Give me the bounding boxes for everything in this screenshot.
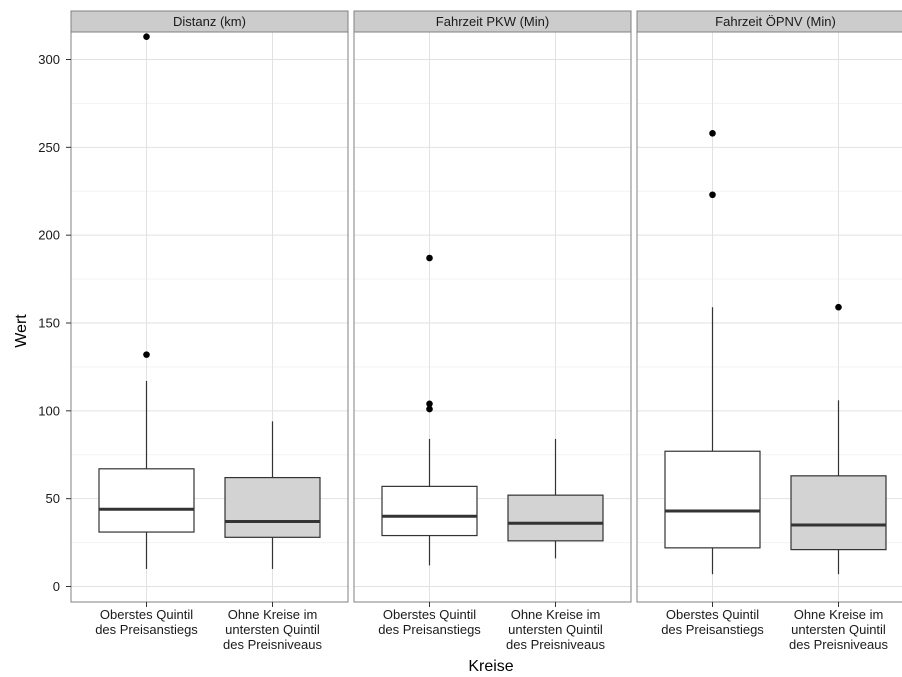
outlier-point [709, 191, 716, 199]
outlier-point [709, 129, 716, 137]
boxplot-box [664, 129, 761, 575]
x-tick-label: Oberstes Quintil des Preisanstiegs [378, 607, 481, 637]
y-tick-label: 50 [46, 491, 60, 506]
x-tick-label: Ohne Kreise im untersten Quintil des Preis… [223, 607, 322, 652]
box-iqr [664, 450, 761, 549]
y-tick-label: 300 [38, 52, 60, 67]
facet-strip-title: Distanz (km) [173, 14, 246, 29]
outlier-point [143, 351, 150, 358]
x-tick-label-line: untersten Quintil [225, 622, 320, 637]
facet-panel: Fahrzeit PKW (Min)Oberstes Quintil des Pr… [353, 10, 632, 652]
y-axis-title: Wert [13, 314, 30, 348]
panel-border [70, 31, 349, 603]
outlier-point [143, 33, 150, 40]
x-tick-label-line: Oberstes Quintil [383, 607, 476, 622]
box-iqr [98, 468, 195, 533]
y-tick-label: 0 [53, 579, 60, 594]
x-tick-label-line: Ohne Kreise im [228, 607, 318, 622]
y-tick-label: 250 [38, 140, 60, 155]
boxplot-box [790, 303, 887, 575]
x-tick-label-line: des Preisanstiegs [378, 622, 481, 637]
facet-strip-title: Fahrzeit ÖPNV (Min) [715, 14, 836, 29]
x-tick-label-line: Oberstes Quintil [666, 607, 759, 622]
outlier-point [835, 303, 842, 311]
x-tick-label: Oberstes Quintil des Preisanstiegs [661, 607, 764, 637]
y-tick-label: 100 [38, 403, 60, 418]
x-tick-label-line: untersten Quintil [508, 622, 603, 637]
outlier-point [426, 400, 433, 408]
y-tick-label: 150 [38, 316, 60, 331]
x-tick-label-line: des Preisniveaus [506, 637, 605, 652]
panels-layer: Distanz (km)Oberstes Quintil des Preisans… [70, 10, 902, 652]
x-tick-label-line: des Preisanstiegs [661, 622, 764, 637]
y-axis: 0 50 100 150 200 250 300 [38, 52, 71, 594]
boxplot-box [98, 33, 195, 569]
x-tick-label-line: Ohne Kreise im [511, 607, 601, 622]
x-tick-label-line: untersten Quintil [791, 622, 886, 637]
boxplot-box [224, 421, 321, 569]
box-iqr [224, 476, 321, 538]
box-iqr [790, 475, 887, 551]
x-tick-label: Oberstes Quintil des Preisanstiegs [95, 607, 198, 637]
outlier-point [426, 254, 433, 262]
facet-panel: Distanz (km) Oberstes Quintil des Preisans… [70, 10, 349, 652]
outlier-point [426, 405, 433, 413]
x-tick-label-line: Ohne Kreise im [794, 607, 884, 622]
x-tick-label-line: des Preisniveaus [223, 637, 322, 652]
box-iqr [381, 485, 478, 537]
x-tick-label: Ohne Kreise im untersten Quintil des Preis… [506, 607, 605, 652]
x-tick-label-line: Oberstes Quintil [100, 607, 193, 622]
panel-border [353, 31, 632, 603]
y-tick-label: 200 [38, 228, 60, 243]
boxplot-box [381, 254, 478, 566]
x-axis-title: Kreise [468, 658, 513, 675]
x-tick-label: Ohne Kreise im untersten Quintil des Preis… [789, 607, 888, 652]
x-tick-label-line: des Preisniveaus [789, 637, 888, 652]
box-iqr [507, 494, 604, 542]
facet-strip-title: Fahrzeit PKW (Min) [436, 14, 549, 29]
panel-border [636, 31, 902, 603]
boxplot-box [507, 438, 604, 559]
x-tick-label-line: des Preisanstiegs [95, 622, 198, 637]
facet-panel: Fahrzeit ÖPNV (Min)Oberstes Quintil des P… [636, 10, 902, 652]
